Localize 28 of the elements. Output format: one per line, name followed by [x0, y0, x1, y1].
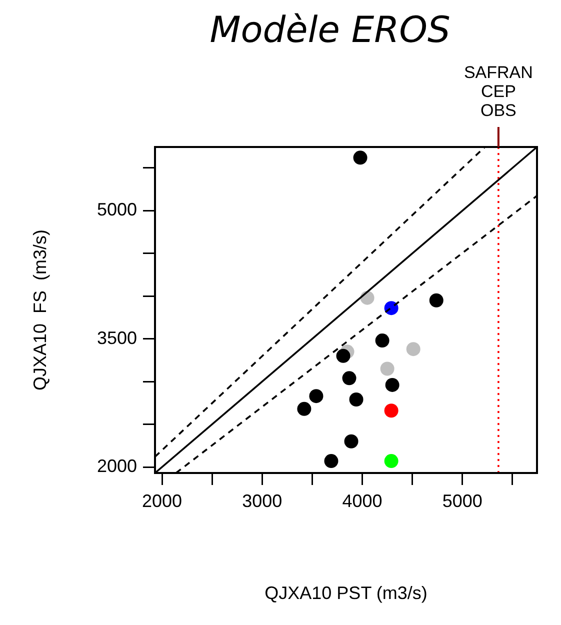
- point: [406, 342, 420, 356]
- y-tick-label: 2000: [96, 456, 137, 476]
- point: [336, 348, 350, 363]
- x-tick-label: 2000: [142, 490, 182, 511]
- point: [297, 402, 312, 416]
- text: CEP: [480, 82, 516, 101]
- point: [384, 454, 398, 468]
- x-tick-label: 3000: [242, 490, 282, 511]
- point: [380, 362, 394, 376]
- point: [349, 392, 364, 407]
- point: [429, 293, 444, 308]
- y-tick-label: 3500: [96, 328, 137, 348]
- point: [353, 150, 368, 165]
- point: [344, 434, 358, 448]
- point: [309, 389, 324, 404]
- point: [384, 404, 398, 418]
- point: [385, 378, 400, 392]
- y-tick-label: 5000: [96, 200, 137, 220]
- x-axis-title: QJXA10 PST (m3/s): [264, 583, 428, 604]
- point: [324, 454, 338, 468]
- point: [375, 334, 390, 348]
- x-tick-label: 4000: [342, 490, 382, 511]
- y-axis-title: QJXA10 FS (m3/s): [30, 229, 50, 391]
- text: SAFRAN: [464, 63, 533, 82]
- text: OBS: [480, 101, 516, 120]
- point: [342, 371, 356, 386]
- x-tick-label: 5000: [442, 490, 482, 511]
- chart-title: Modèle EROS: [210, 10, 450, 51]
